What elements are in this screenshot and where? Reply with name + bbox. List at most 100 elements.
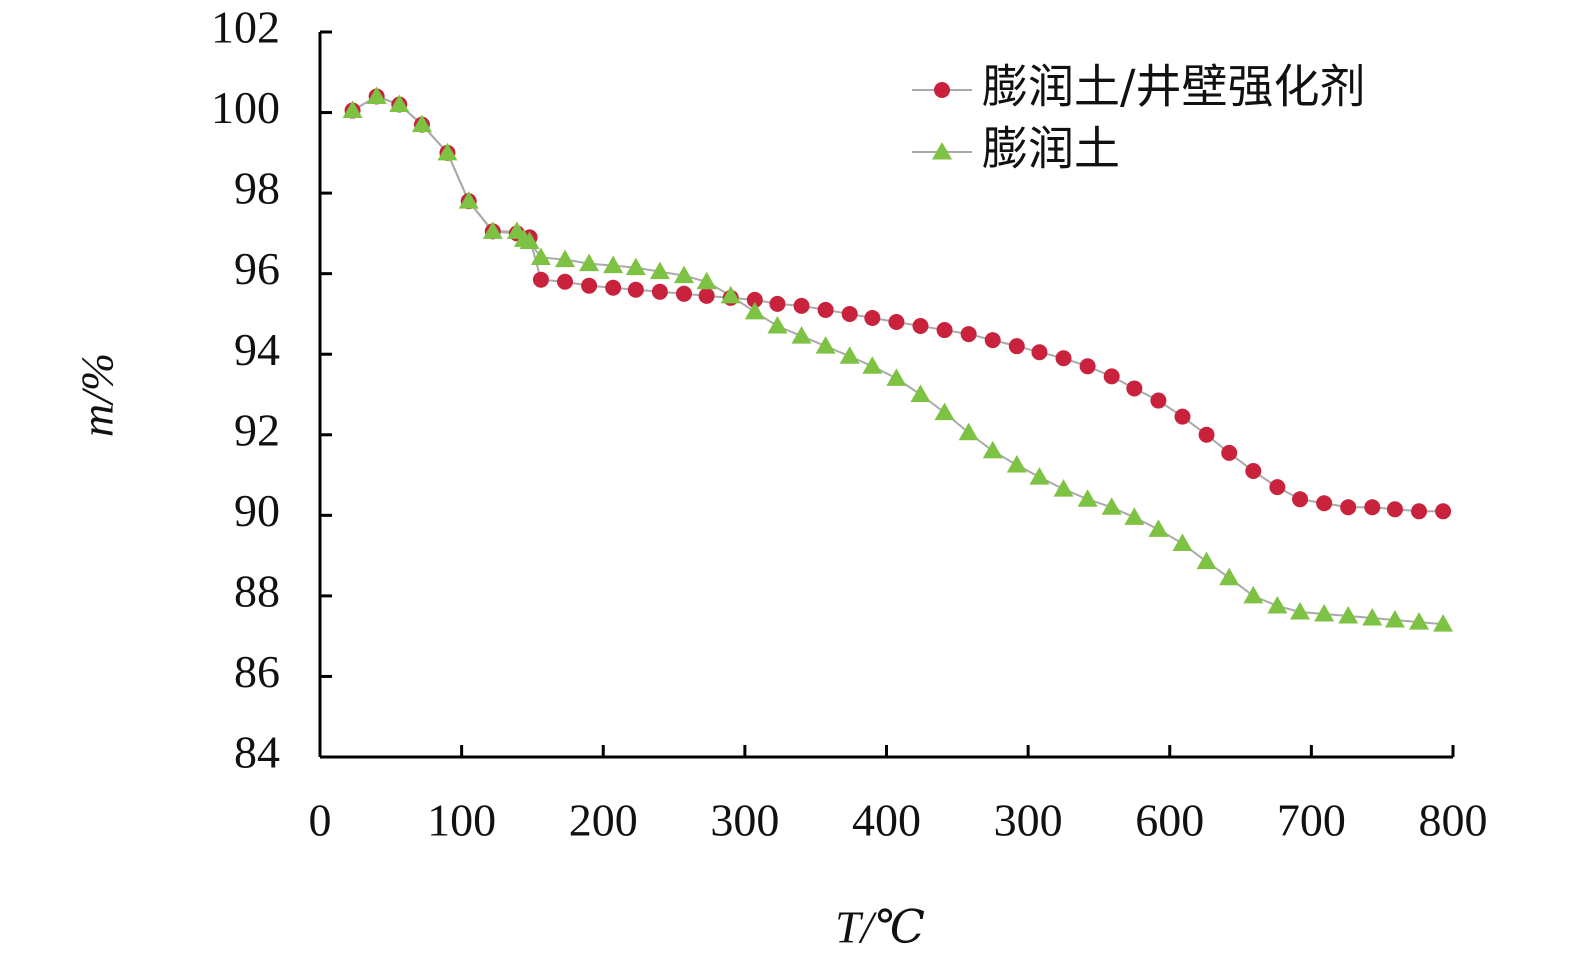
marker	[1219, 567, 1240, 586]
marker	[1316, 495, 1333, 512]
marker	[1053, 479, 1074, 497]
marker	[1267, 595, 1288, 614]
marker	[1198, 426, 1215, 443]
marker	[984, 332, 1001, 349]
marker	[767, 316, 788, 334]
marker	[910, 384, 931, 402]
marker	[1435, 503, 1452, 520]
x-tick-label: 300	[994, 795, 1063, 846]
marker	[1386, 501, 1403, 518]
marker	[936, 322, 953, 339]
legend-marker	[934, 82, 950, 98]
marker	[1433, 614, 1454, 632]
marker	[817, 301, 834, 318]
marker	[651, 283, 668, 300]
marker	[1411, 503, 1428, 520]
marker	[839, 346, 860, 364]
marker	[698, 287, 715, 304]
marker	[625, 257, 646, 276]
series-line	[352, 95, 1444, 513]
y-tick-label: 102	[211, 2, 280, 53]
marker	[1077, 489, 1098, 507]
marker	[366, 86, 387, 104]
x-tick-label: 100	[427, 795, 496, 846]
marker	[982, 440, 1003, 459]
marker	[958, 422, 979, 441]
y-tick-label: 94	[234, 324, 280, 375]
marker	[482, 221, 503, 239]
marker	[411, 114, 432, 133]
marker	[555, 249, 576, 268]
marker	[1172, 533, 1193, 552]
marker	[675, 285, 692, 302]
legend-marker	[932, 142, 952, 160]
y-tick-label: 90	[234, 485, 280, 536]
marker	[1196, 551, 1217, 570]
x-tick-label: 0	[309, 795, 332, 846]
marker	[1150, 392, 1167, 409]
marker	[673, 265, 694, 284]
marker	[581, 277, 598, 294]
y-tick-label: 88	[234, 565, 280, 616]
marker	[603, 255, 624, 274]
x-tick-label: 800	[1419, 795, 1488, 846]
y-tick-label: 86	[234, 646, 280, 697]
x-tick-label: 700	[1277, 795, 1346, 846]
y-tick-label: 92	[234, 404, 280, 455]
marker	[1101, 497, 1122, 515]
marker	[1243, 585, 1264, 604]
marker	[960, 326, 977, 343]
marker	[864, 309, 881, 326]
y-axis-label: m/%	[72, 353, 123, 437]
marker	[1362, 608, 1383, 626]
marker	[389, 94, 410, 112]
marker	[1031, 344, 1048, 361]
marker	[1174, 408, 1191, 425]
marker	[793, 297, 810, 314]
marker	[720, 285, 741, 304]
marker	[841, 305, 858, 322]
marker	[1029, 467, 1050, 485]
marker	[888, 314, 905, 330]
x-tick-label: 300	[710, 795, 779, 846]
legend-label: 膨润土/井壁强化剂	[982, 60, 1366, 114]
legend-label: 膨润土	[982, 122, 1120, 176]
marker	[1292, 491, 1309, 508]
y-tick-label: 84	[234, 727, 280, 778]
marker	[649, 261, 670, 280]
x-tick-label: 200	[569, 795, 638, 846]
marker	[1103, 368, 1120, 385]
x-axis-label: T/℃	[835, 902, 925, 953]
marker	[934, 402, 955, 421]
marker	[1148, 519, 1169, 537]
marker	[1290, 602, 1311, 620]
marker	[1079, 358, 1096, 375]
marker	[530, 247, 551, 266]
marker	[579, 253, 600, 272]
marker	[458, 191, 479, 209]
marker	[1364, 499, 1381, 516]
marker	[1269, 479, 1286, 496]
marker	[1006, 454, 1027, 473]
marker	[605, 279, 622, 296]
marker	[437, 142, 458, 161]
y-tick-label: 96	[234, 243, 280, 294]
marker	[1245, 463, 1262, 480]
marker	[746, 291, 763, 308]
y-tick-label: 98	[234, 163, 280, 214]
marker	[744, 301, 765, 320]
marker	[532, 271, 549, 288]
marker	[519, 231, 540, 249]
marker	[1314, 604, 1335, 622]
marker	[1055, 350, 1072, 367]
marker	[1124, 507, 1145, 525]
marker	[1338, 606, 1359, 624]
marker	[627, 281, 644, 298]
marker	[1126, 380, 1143, 397]
marker	[912, 318, 929, 335]
series-line	[352, 95, 1444, 626]
marker	[815, 336, 836, 354]
marker	[886, 368, 907, 386]
marker	[862, 356, 883, 374]
